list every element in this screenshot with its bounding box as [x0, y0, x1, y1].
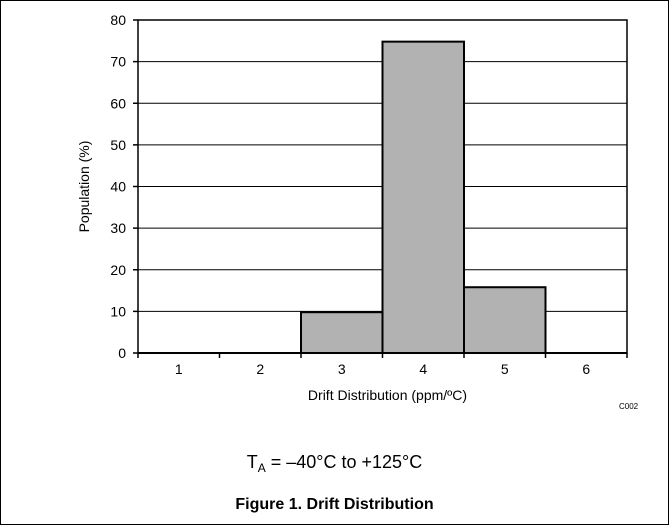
bar-3 [300, 311, 384, 354]
x-tick-label: 3 [338, 361, 346, 377]
y-tick-label: 0 [118, 345, 126, 361]
y-tick-label: 40 [110, 179, 126, 195]
x-tick-label: 5 [501, 361, 509, 377]
condition-text: = –40°C to +125°C [265, 452, 423, 472]
y-tick-label: 80 [110, 12, 126, 28]
y-tick-label: 70 [110, 54, 126, 70]
x-tick-label: 2 [256, 361, 264, 377]
bar-4 [381, 40, 465, 355]
x-tick-label: 1 [175, 361, 183, 377]
temperature-condition: TA = –40°C to +125°C [0, 452, 669, 475]
y-tick-label: 20 [110, 262, 126, 278]
y-axis-title: Population (%) [76, 141, 92, 233]
condition-prefix: T [246, 452, 258, 472]
x-tick-label: 6 [582, 361, 590, 377]
x-axis-title: Drift Distribution (ppm/ºC) [308, 387, 467, 403]
figure-code: C002 [619, 402, 639, 411]
y-tick-label: 50 [110, 137, 126, 153]
y-tick-label: 30 [110, 220, 126, 236]
y-tick-label: 10 [110, 303, 126, 319]
bar-5 [463, 286, 547, 355]
condition-subscript: A [257, 461, 266, 475]
figure-caption: Figure 1. Drift Distribution [235, 496, 434, 513]
y-tick-label: 60 [110, 95, 126, 111]
x-tick-label: 4 [419, 361, 427, 377]
